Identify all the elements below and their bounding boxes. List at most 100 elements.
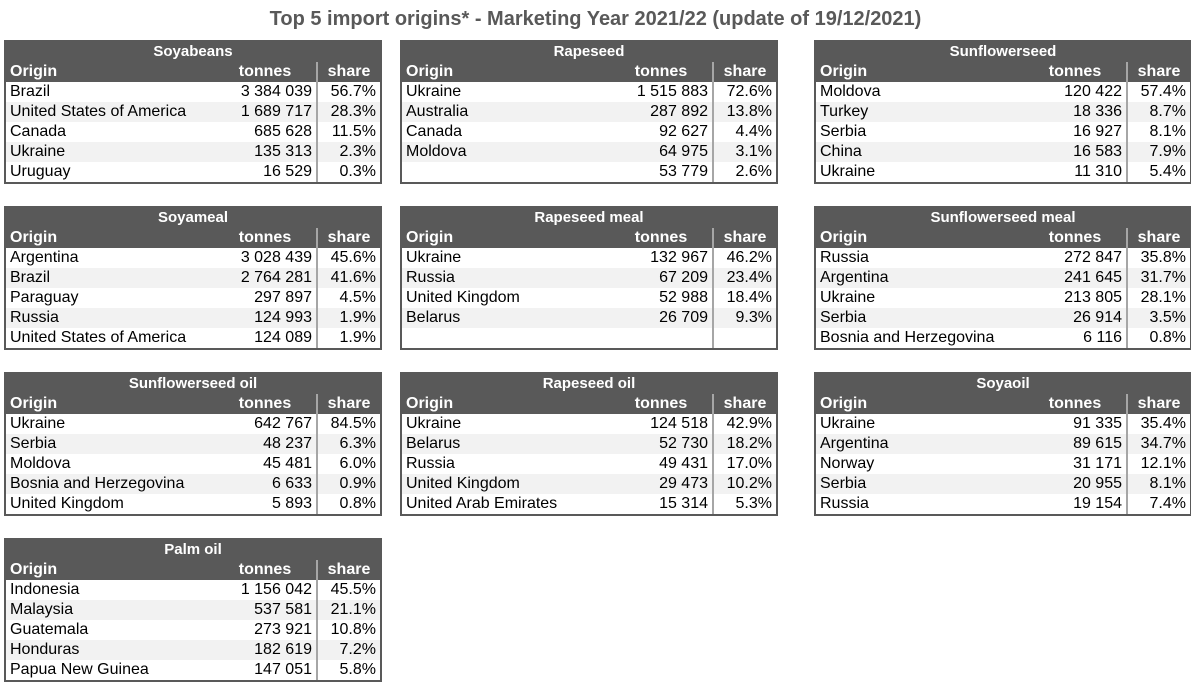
share-cell: 8.1%: [1126, 474, 1190, 494]
tonnes-cell: 124 993: [254, 309, 312, 326]
table-title: Rapeseed oil: [542, 375, 636, 392]
table-row: Brazil 3 384 039 56.7%: [6, 82, 380, 102]
origin-cell: Bosnia and Herzegovina: [820, 329, 995, 346]
table-header-row: Origin tonnes share: [816, 228, 1190, 248]
tonnes-cell: 16 927: [1073, 123, 1122, 140]
table-row: Brazil 2 764 281 41.6%: [6, 268, 380, 288]
tonnes-cell: 11 310: [1074, 163, 1122, 180]
tonnes-cell: 213 805: [1064, 289, 1122, 306]
origin-cell: Turkey: [820, 103, 869, 120]
origin-cell: United Arab Emirates: [406, 495, 558, 512]
header-origin: Origin: [10, 229, 58, 246]
origin-cell: United States of America: [10, 329, 187, 346]
header-share: share: [1126, 62, 1190, 82]
origin-cell: Ukraine: [10, 415, 66, 432]
table-row: Serbia 20 955 8.1%: [816, 474, 1190, 494]
origin-cell: Russia: [820, 495, 869, 512]
share-cell: 84.5%: [316, 414, 380, 434]
table-title: Sunflowerseed oil: [128, 375, 258, 392]
header-share: share: [1126, 228, 1190, 248]
origin-cell: Malaysia: [10, 601, 74, 618]
origin-cell: China: [820, 143, 862, 160]
table-row: United Kingdom 5 893 0.8%: [6, 494, 380, 514]
table-row: United Kingdom 29 473 10.2%: [402, 474, 776, 494]
share-cell: 41.6%: [316, 268, 380, 288]
origin-cell: United Kingdom: [406, 289, 520, 306]
share-cell: 42.9%: [712, 414, 776, 434]
tonnes-cell: 48 237: [263, 435, 312, 452]
tonnes-cell: 5 893: [271, 495, 312, 512]
header-tonnes: tonnes: [1048, 63, 1102, 80]
share-cell: 17.0%: [712, 454, 776, 474]
import-table: Sunflowerseed meal Origin tonnes share Russi…: [814, 206, 1191, 350]
table-header-row: Origin tonnes share: [402, 228, 776, 248]
tonnes-cell: 52 988: [659, 289, 708, 306]
table-row: United Arab Emirates 15 314 5.3%: [402, 494, 776, 514]
share-cell: 5.4%: [1126, 162, 1190, 182]
table-row: Serbia 48 237 6.3%: [6, 434, 380, 454]
origin-cell: Ukraine: [820, 289, 876, 306]
tonnes-cell: 49 431: [659, 455, 708, 472]
table-row: Russia 67 209 23.4%: [402, 268, 776, 288]
share-cell: 12.1%: [1126, 454, 1190, 474]
origin-cell: Argentina: [820, 435, 889, 452]
table-row: Argentina 241 645 31.7%: [816, 268, 1190, 288]
table-row: Serbia 16 927 8.1%: [816, 122, 1190, 142]
share-cell: 7.4%: [1126, 494, 1190, 514]
share-cell: 35.8%: [1126, 248, 1190, 268]
tonnes-cell: 19 154: [1073, 495, 1122, 512]
header-share: share: [712, 228, 776, 248]
origin-cell: Ukraine: [820, 163, 876, 180]
header-origin: Origin: [10, 63, 58, 80]
import-table: Soyabeans Origin tonnes share Brazil 3 384 03…: [4, 40, 382, 184]
share-cell: 4.4%: [712, 122, 776, 142]
tonnes-cell: 45 481: [263, 455, 312, 472]
table-row: Australia 287 892 13.8%: [402, 102, 776, 122]
header-tonnes: tonnes: [1048, 395, 1102, 412]
table-row: Ukraine 213 805 28.1%: [816, 288, 1190, 308]
tonnes-cell: 16 583: [1073, 143, 1122, 160]
origin-cell: Ukraine: [10, 143, 66, 160]
tonnes-cell: 685 628: [254, 123, 312, 140]
table-row: Canada 685 628 11.5%: [6, 122, 380, 142]
table-row: Moldova 120 422 57.4%: [816, 82, 1190, 102]
table-row: [402, 328, 776, 348]
share-cell: 8.7%: [1126, 102, 1190, 122]
table-row: 53 779 2.6%: [402, 162, 776, 182]
import-table: Rapeseed oil Origin tonnes share Ukraine 124 …: [400, 372, 778, 516]
share-cell: 3.1%: [712, 142, 776, 162]
share-cell: 6.3%: [316, 434, 380, 454]
share-cell: 57.4%: [1126, 82, 1190, 102]
share-cell: 5.8%: [316, 660, 380, 680]
tonnes-cell: 120 422: [1064, 83, 1122, 100]
share-cell: 10.8%: [316, 620, 380, 640]
tonnes-cell: 3 384 039: [240, 83, 312, 100]
table-row: United Kingdom 52 988 18.4%: [402, 288, 776, 308]
header-tonnes: tonnes: [634, 63, 688, 80]
table-header-row: Origin tonnes share: [402, 394, 776, 414]
header-origin: Origin: [406, 229, 454, 246]
table-row: Ukraine 135 313 2.3%: [6, 142, 380, 162]
share-cell: [712, 328, 776, 348]
tonnes-cell: 124 089: [254, 329, 312, 346]
tonnes-cell: 64 975: [659, 143, 708, 160]
share-cell: 0.3%: [316, 162, 380, 182]
origin-cell: Serbia: [10, 435, 57, 452]
table-row: Ukraine 132 967 46.2%: [402, 248, 776, 268]
origin-cell: Moldova: [820, 83, 881, 100]
share-cell: 46.2%: [712, 248, 776, 268]
table-row: Argentina 89 615 34.7%: [816, 434, 1190, 454]
share-cell: 23.4%: [712, 268, 776, 288]
origin-cell: Ukraine: [406, 83, 462, 100]
header-share: share: [316, 228, 380, 248]
header-origin: Origin: [820, 229, 868, 246]
share-cell: 3.5%: [1126, 308, 1190, 328]
import-table: Sunflowerseed oil Origin tonnes share Ukrain…: [4, 372, 382, 516]
table-row: Ukraine 11 310 5.4%: [816, 162, 1190, 182]
origin-cell: Serbia: [820, 123, 867, 140]
import-table: Soyameal Origin tonnes share Argentina 3 028 …: [4, 206, 382, 350]
tonnes-cell: 273 921: [254, 621, 312, 638]
origin-cell: Ukraine: [406, 249, 462, 266]
share-cell: 28.3%: [316, 102, 380, 122]
share-cell: 13.8%: [712, 102, 776, 122]
